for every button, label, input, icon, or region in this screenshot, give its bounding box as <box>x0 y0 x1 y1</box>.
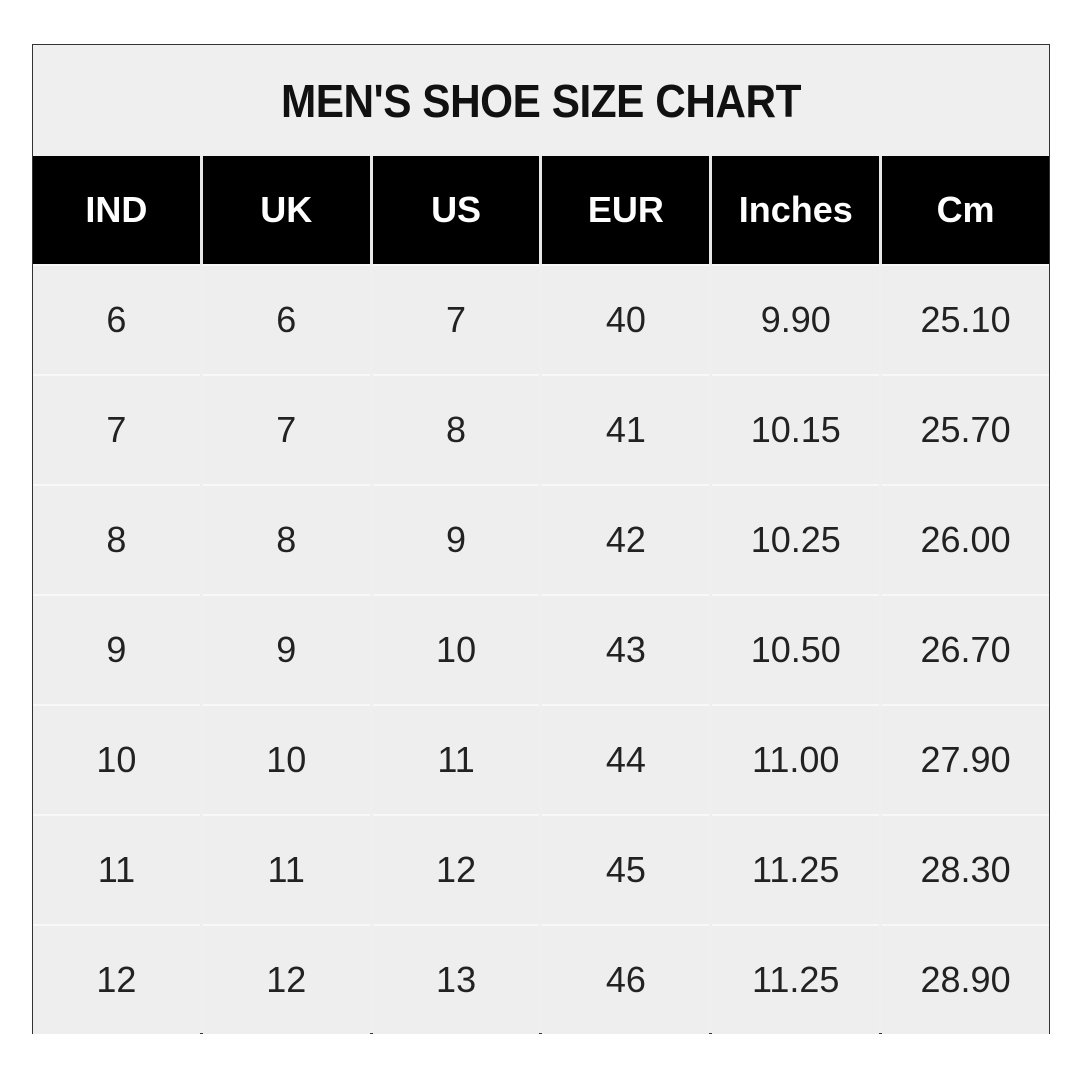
table-body: 6 6 7 40 9.90 25.10 7 7 8 41 10.15 25.70 8 8 9 42 10.25 2… <box>33 264 1049 1034</box>
cell-inches: 11.25 <box>712 924 880 1034</box>
cell-cm: 25.10 <box>882 264 1049 374</box>
cell-inches: 11.25 <box>712 814 880 924</box>
cell-uk: 9 <box>202 594 370 704</box>
cell-eur: 43 <box>542 594 710 704</box>
cell-cm: 28.30 <box>882 814 1049 924</box>
cell-uk: 11 <box>202 814 370 924</box>
cell-cm: 26.70 <box>882 594 1049 704</box>
cell-us: 13 <box>372 924 540 1034</box>
column-header-ind: IND <box>33 156 200 264</box>
table-row: 9 9 10 43 10.50 26.70 <box>33 594 1049 704</box>
column-header-cm: Cm <box>882 156 1049 264</box>
table-row: 11 11 12 45 11.25 28.30 <box>33 814 1049 924</box>
cell-uk: 12 <box>202 924 370 1034</box>
header-row: IND UK US EUR Inches Cm <box>33 156 1049 264</box>
table-row: 8 8 9 42 10.25 26.00 <box>33 484 1049 594</box>
cell-ind: 12 <box>33 924 200 1034</box>
cell-eur: 45 <box>542 814 710 924</box>
cell-ind: 7 <box>33 374 200 484</box>
cell-cm: 27.90 <box>882 704 1049 814</box>
cell-us: 11 <box>372 704 540 814</box>
cell-ind: 11 <box>33 814 200 924</box>
cell-inches: 10.25 <box>712 484 880 594</box>
cell-uk: 7 <box>202 374 370 484</box>
cell-inches: 9.90 <box>712 264 880 374</box>
cell-ind: 9 <box>33 594 200 704</box>
table-row: 10 10 11 44 11.00 27.90 <box>33 704 1049 814</box>
column-header-us: US <box>372 156 540 264</box>
column-header-eur: EUR <box>542 156 710 264</box>
cell-cm: 26.00 <box>882 484 1049 594</box>
cell-us: 7 <box>372 264 540 374</box>
cell-us: 9 <box>372 484 540 594</box>
cell-inches: 11.00 <box>712 704 880 814</box>
column-header-inches: Inches <box>712 156 880 264</box>
cell-us: 8 <box>372 374 540 484</box>
table-row: 12 12 13 46 11.25 28.90 <box>33 924 1049 1034</box>
cell-uk: 10 <box>202 704 370 814</box>
table-row: 7 7 8 41 10.15 25.70 <box>33 374 1049 484</box>
cell-us: 10 <box>372 594 540 704</box>
cell-ind: 10 <box>33 704 200 814</box>
cell-inches: 10.50 <box>712 594 880 704</box>
cell-uk: 6 <box>202 264 370 374</box>
cell-uk: 8 <box>202 484 370 594</box>
cell-ind: 8 <box>33 484 200 594</box>
table-row: 6 6 7 40 9.90 25.10 <box>33 264 1049 374</box>
cell-inches: 10.15 <box>712 374 880 484</box>
column-header-uk: UK <box>202 156 370 264</box>
cell-eur: 40 <box>542 264 710 374</box>
cell-us: 12 <box>372 814 540 924</box>
cell-cm: 28.90 <box>882 924 1049 1034</box>
cell-eur: 44 <box>542 704 710 814</box>
cell-ind: 6 <box>33 264 200 374</box>
cell-cm: 25.70 <box>882 374 1049 484</box>
cell-eur: 46 <box>542 924 710 1034</box>
cell-eur: 42 <box>542 484 710 594</box>
size-chart-table: MEN'S SHOE SIZE CHART IND UK US EUR Inches Cm… <box>32 44 1050 1034</box>
cell-eur: 41 <box>542 374 710 484</box>
chart-title: MEN'S SHOE SIZE CHART <box>280 74 802 127</box>
